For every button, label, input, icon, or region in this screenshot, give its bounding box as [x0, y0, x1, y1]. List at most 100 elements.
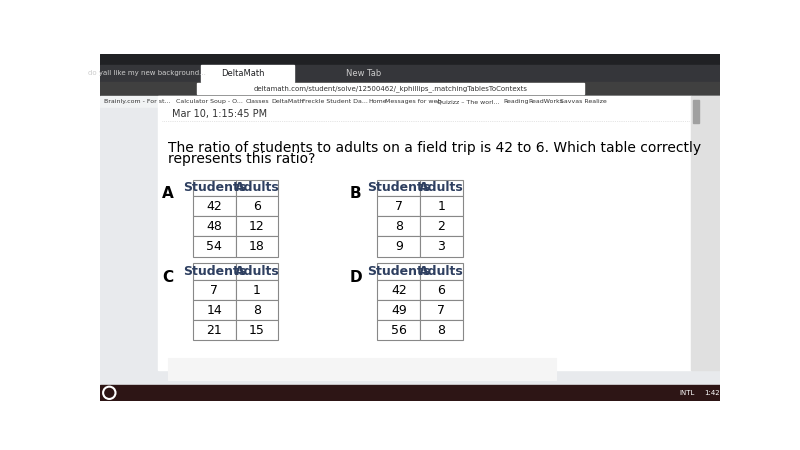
Bar — [100, 82, 720, 95]
Text: 14: 14 — [206, 304, 222, 317]
Bar — [236, 301, 278, 320]
Bar — [378, 180, 420, 197]
Bar — [420, 237, 462, 256]
Text: 48: 48 — [206, 220, 222, 233]
Bar — [100, 65, 720, 82]
Text: DeltaMath: DeltaMath — [222, 69, 265, 78]
Bar — [378, 216, 420, 237]
Bar — [378, 280, 420, 301]
Bar — [420, 263, 462, 280]
Text: 3: 3 — [438, 240, 446, 253]
Bar — [378, 237, 420, 256]
Bar — [420, 280, 462, 301]
Text: 9: 9 — [395, 240, 402, 253]
Text: 15: 15 — [249, 324, 265, 337]
Bar — [378, 301, 420, 320]
Text: Brainly.com - For st...: Brainly.com - For st... — [104, 99, 170, 104]
Text: Mar 10, 1:15:45 PM: Mar 10, 1:15:45 PM — [172, 109, 267, 119]
Text: The ratio of students to adults on a field trip is 42 to 6. Which table correctl: The ratio of students to adults on a fie… — [168, 141, 702, 155]
Text: Adults: Adults — [234, 266, 279, 279]
Bar — [100, 54, 720, 65]
Bar — [193, 280, 236, 301]
Text: Adults: Adults — [234, 181, 279, 194]
Bar — [236, 237, 278, 256]
Text: 8: 8 — [394, 220, 402, 233]
Bar — [168, 358, 556, 380]
Text: Messages for web: Messages for web — [385, 99, 442, 104]
Text: 7: 7 — [438, 304, 446, 317]
Bar — [236, 216, 278, 237]
Text: Calculator Soup - O...: Calculator Soup - O... — [176, 99, 243, 104]
Bar — [420, 197, 462, 216]
Bar — [378, 263, 420, 280]
Text: 56: 56 — [391, 324, 406, 337]
Bar — [236, 180, 278, 197]
Text: 1: 1 — [438, 200, 446, 213]
Text: C: C — [162, 270, 174, 285]
Text: A: A — [162, 186, 174, 201]
Text: New Tab: New Tab — [346, 69, 381, 78]
Bar — [420, 216, 462, 237]
Bar — [236, 263, 278, 280]
Text: D: D — [350, 270, 362, 285]
Bar — [197, 83, 584, 94]
Text: Students: Students — [367, 181, 430, 194]
Bar — [193, 180, 236, 197]
Text: Students: Students — [367, 266, 430, 279]
Bar — [691, 96, 720, 370]
Bar — [193, 320, 236, 341]
Bar — [193, 216, 236, 237]
Text: deltamath.com/student/solve/12500462/_kphillips_.matchingTablesToContexts: deltamath.com/student/solve/12500462/_kp… — [254, 86, 528, 92]
Bar — [193, 237, 236, 256]
Bar — [193, 263, 236, 280]
Bar — [378, 320, 420, 341]
Text: Students: Students — [182, 181, 246, 194]
Text: Adults: Adults — [419, 181, 464, 194]
Text: DeltaMath: DeltaMath — [271, 99, 303, 104]
Bar — [236, 280, 278, 301]
Text: Reading: Reading — [503, 99, 529, 104]
Text: 8: 8 — [438, 324, 446, 337]
Text: 21: 21 — [206, 324, 222, 337]
Bar — [100, 385, 720, 400]
Text: 7: 7 — [394, 200, 402, 213]
Text: Quizizz – The worl...: Quizizz – The worl... — [437, 99, 499, 104]
Bar — [100, 108, 720, 385]
Bar — [201, 65, 294, 82]
Text: 49: 49 — [391, 304, 406, 317]
Bar — [236, 197, 278, 216]
Text: do yall like my new background...: do yall like my new background... — [87, 70, 206, 76]
Bar — [420, 320, 462, 341]
Bar — [193, 197, 236, 216]
Bar — [100, 95, 720, 108]
Text: 6: 6 — [438, 284, 446, 297]
Text: 1:42: 1:42 — [705, 390, 720, 396]
Bar — [693, 100, 699, 123]
Text: Home: Home — [369, 99, 387, 104]
Text: Classes: Classes — [246, 99, 270, 104]
Bar — [420, 180, 462, 197]
Text: Freckle Student Da...: Freckle Student Da... — [302, 99, 368, 104]
Text: 7: 7 — [210, 284, 218, 297]
Text: 6: 6 — [253, 200, 261, 213]
Text: 42: 42 — [391, 284, 406, 297]
Text: 2: 2 — [438, 220, 446, 233]
Bar — [236, 320, 278, 341]
Text: Students: Students — [182, 266, 246, 279]
Text: B: B — [350, 186, 362, 201]
Bar — [158, 96, 691, 370]
Text: 42: 42 — [206, 200, 222, 213]
Text: represents this ratio?: represents this ratio? — [168, 152, 315, 166]
Bar — [193, 301, 236, 320]
Text: Savvas Realize: Savvas Realize — [560, 99, 606, 104]
Text: 54: 54 — [206, 240, 222, 253]
Text: ReadWorks: ReadWorks — [529, 99, 563, 104]
Text: Adults: Adults — [419, 266, 464, 279]
Text: 12: 12 — [249, 220, 265, 233]
Bar — [420, 301, 462, 320]
Text: 1: 1 — [253, 284, 261, 297]
Text: 8: 8 — [253, 304, 261, 317]
Bar — [378, 197, 420, 216]
Text: 18: 18 — [249, 240, 265, 253]
Text: INTL: INTL — [680, 390, 695, 396]
